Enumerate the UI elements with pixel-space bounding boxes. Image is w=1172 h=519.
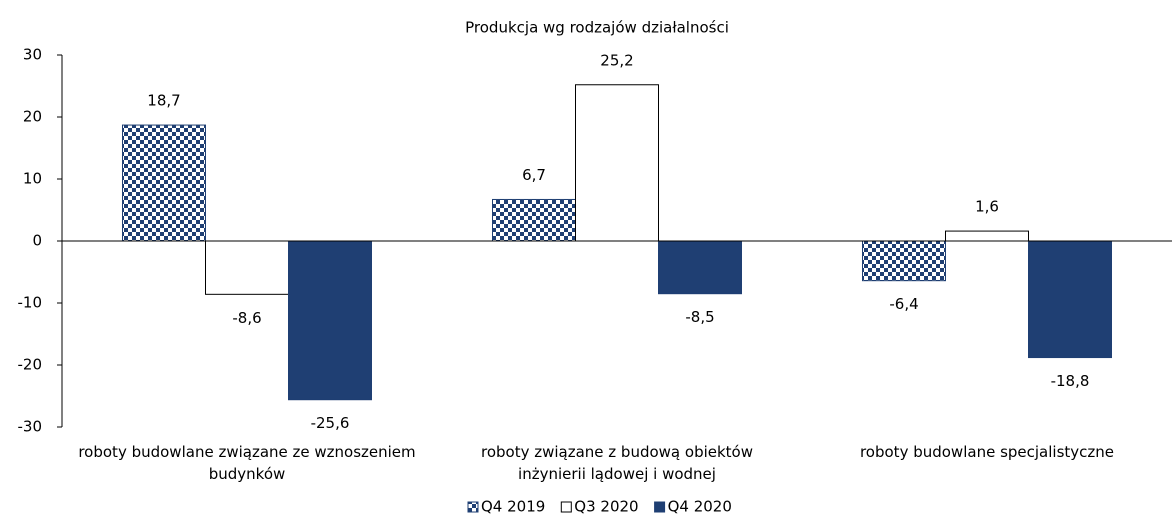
bar — [658, 240, 742, 295]
value-label: -8,5 — [685, 308, 714, 326]
bar — [1028, 240, 1112, 359]
legend-swatch — [467, 501, 479, 513]
value-label: 1,6 — [975, 198, 999, 216]
value-label: -8,6 — [232, 309, 261, 327]
legend-label: Q4 2019 — [481, 498, 545, 516]
y-tick-label: -20 — [18, 356, 43, 374]
y-tick-label: -10 — [18, 294, 43, 312]
chart-title: Produkcja wg rodzajów działalności — [465, 19, 729, 37]
legend-swatch — [560, 501, 572, 513]
x-tick-label: roboty budowlane związane ze wznoszeniem… — [78, 443, 416, 483]
legend-swatch — [654, 501, 666, 513]
value-label: 18,7 — [147, 92, 180, 110]
bar — [288, 240, 372, 401]
y-tick-label: 30 — [23, 46, 42, 64]
x-tick-label: roboty budowlane specjalistyczne — [859, 443, 1115, 461]
y-tick-label: -30 — [18, 418, 43, 436]
bar — [575, 84, 659, 242]
bar — [205, 240, 289, 295]
x-tick-label: roboty związane z budową obiektów inżyni… — [480, 443, 753, 483]
legend-label: Q4 2020 — [668, 498, 732, 516]
y-tick-label: 20 — [23, 108, 42, 126]
value-label: -6,4 — [889, 295, 918, 313]
value-label: -18,8 — [1051, 372, 1090, 390]
bar — [862, 240, 946, 282]
value-label: 6,7 — [522, 166, 546, 184]
value-label: -25,6 — [311, 414, 350, 432]
y-tick-label: 0 — [32, 232, 42, 250]
value-label: 25,2 — [600, 51, 633, 69]
bar — [492, 198, 576, 242]
bar — [945, 230, 1029, 242]
y-tick-label: 10 — [23, 170, 42, 188]
bar — [122, 124, 206, 242]
legend-label: Q3 2020 — [574, 498, 638, 516]
